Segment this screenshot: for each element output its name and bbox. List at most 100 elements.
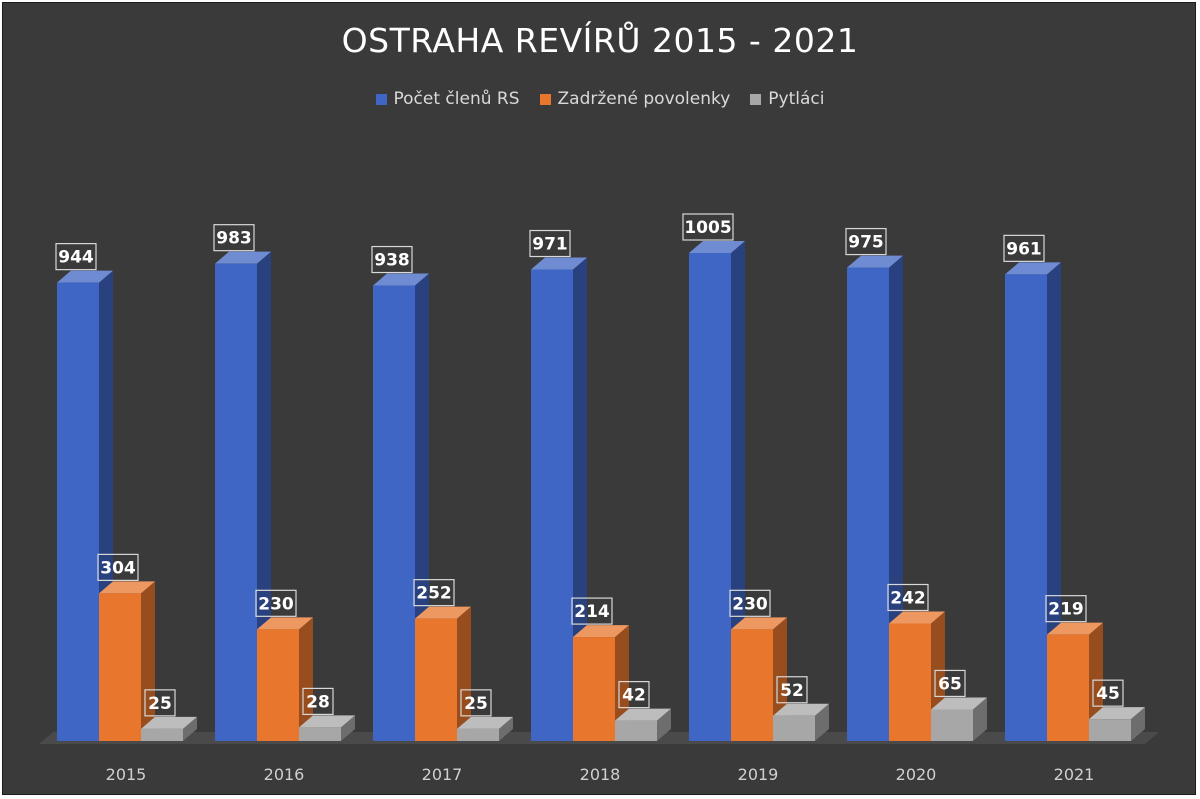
bar-2019-series-2 <box>773 703 829 741</box>
bar-top <box>1005 262 1061 275</box>
legend-label: Zadržené povolenky <box>557 89 731 109</box>
bar-top <box>457 716 513 729</box>
data-label-box <box>529 229 571 258</box>
bar-side <box>815 703 829 741</box>
bar-front <box>615 720 657 741</box>
bar-side <box>341 715 355 741</box>
bar-2018-series-2 <box>615 708 671 741</box>
data-label-box <box>413 579 455 607</box>
data-label-2020-series-2: 65 <box>934 669 966 698</box>
bar-front <box>889 623 931 741</box>
bar-top <box>373 273 429 286</box>
bar-top <box>689 241 745 253</box>
data-label-box <box>1003 234 1045 262</box>
data-label-2021-series-2: 45 <box>1092 679 1124 707</box>
data-label-box <box>934 669 966 698</box>
bar-2019-series-1 <box>731 617 787 741</box>
bar-2020-series-1 <box>889 611 945 741</box>
legend: Počet členů RS Zadržené povolenky Pytlác… <box>3 89 1197 109</box>
bar-2015-series-2 <box>141 716 197 741</box>
data-label-2018-series-1: 214 <box>571 597 613 625</box>
bar-top <box>773 703 829 716</box>
bar-front <box>141 728 183 741</box>
x-tick-label-2019: 2019 <box>738 765 779 784</box>
bar-2020-series-2 <box>931 697 987 741</box>
data-label-text: 304 <box>100 558 136 578</box>
data-label-text: 214 <box>574 602 610 622</box>
bar-top <box>415 606 471 619</box>
bar-2016-series-2 <box>299 715 355 741</box>
bar-2021-series-2 <box>1089 707 1145 741</box>
data-label-box <box>776 676 808 704</box>
data-label-text: 944 <box>58 248 94 268</box>
bar-front <box>415 618 457 741</box>
bar-front <box>1047 634 1089 741</box>
data-label-text: 961 <box>1006 239 1042 259</box>
data-label-2021-series-0: 961 <box>1003 234 1045 262</box>
bar-top <box>731 617 787 630</box>
data-label-2018-series-2: 42 <box>618 681 650 709</box>
data-label-2017-series-0: 938 <box>371 245 413 274</box>
data-label-box <box>1045 595 1087 623</box>
legend-swatch <box>375 93 387 105</box>
data-label-text: 938 <box>374 251 410 271</box>
data-label-2016-series-2: 28 <box>302 687 334 716</box>
data-label-box <box>1092 679 1124 707</box>
bar-side <box>183 716 197 741</box>
data-label-text: 65 <box>938 674 962 694</box>
data-label-text: 983 <box>216 229 252 249</box>
bar-top <box>99 581 155 594</box>
legend-item-series-2: Pytláci <box>750 89 825 109</box>
bar-front <box>847 267 889 741</box>
data-label-text: 25 <box>148 694 172 714</box>
bar-side <box>141 581 155 741</box>
data-label-text: 42 <box>622 686 646 706</box>
data-label-text: 25 <box>464 694 488 714</box>
data-label-box <box>571 597 613 625</box>
data-label-box <box>618 681 650 709</box>
chart-title: OSTRAHA REVÍRŮ 2015 - 2021 <box>341 21 859 60</box>
bar-top <box>1047 622 1103 635</box>
bar-side <box>257 251 271 741</box>
data-label-2019-series-0: 1005 <box>682 213 734 241</box>
plot-area: 944 304 25 2015 983 230 28 2016 938 252 25 2017 971 2… <box>39 213 1159 784</box>
data-label-text: 230 <box>732 594 768 614</box>
data-label-box <box>55 243 97 271</box>
legend-item-series-0: Počet členů RS <box>375 89 520 109</box>
bar-2016-series-0 <box>215 251 271 741</box>
data-label-box <box>213 224 255 252</box>
bar-side <box>1131 707 1145 741</box>
bar-side <box>657 708 671 741</box>
x-tick-label-2017: 2017 <box>422 765 463 784</box>
bar-2020-series-0 <box>847 255 903 741</box>
data-label-box <box>845 227 887 256</box>
bar-front <box>689 253 731 741</box>
data-label-2015-series-1: 304 <box>97 553 139 581</box>
bar-front <box>299 727 341 741</box>
bar-front <box>931 709 973 741</box>
bar-front <box>457 728 499 741</box>
data-label-text: 230 <box>258 594 294 614</box>
bar-front <box>373 285 415 741</box>
bar-2015-series-1 <box>99 581 155 741</box>
data-label-2015-series-0: 944 <box>55 243 97 271</box>
bar-front <box>257 629 299 741</box>
x-tick-label-2018: 2018 <box>580 765 621 784</box>
data-label-box <box>460 689 492 717</box>
data-label-text: 28 <box>306 692 330 712</box>
bar-top <box>257 617 313 630</box>
data-label-2019-series-1: 230 <box>729 589 771 617</box>
bar-top <box>299 715 355 728</box>
data-label-text: 975 <box>848 233 884 253</box>
data-label-2018-series-0: 971 <box>529 229 571 258</box>
bar-top <box>889 611 945 624</box>
data-label-text: 45 <box>1096 684 1120 704</box>
data-label-box <box>97 553 139 581</box>
bar-side <box>973 697 987 741</box>
bar-top <box>141 716 197 729</box>
bar-2017-series-2 <box>457 716 513 741</box>
bar-top <box>615 708 671 721</box>
data-label-text: 219 <box>1048 600 1084 620</box>
x-tick-label-2020: 2020 <box>896 765 937 784</box>
